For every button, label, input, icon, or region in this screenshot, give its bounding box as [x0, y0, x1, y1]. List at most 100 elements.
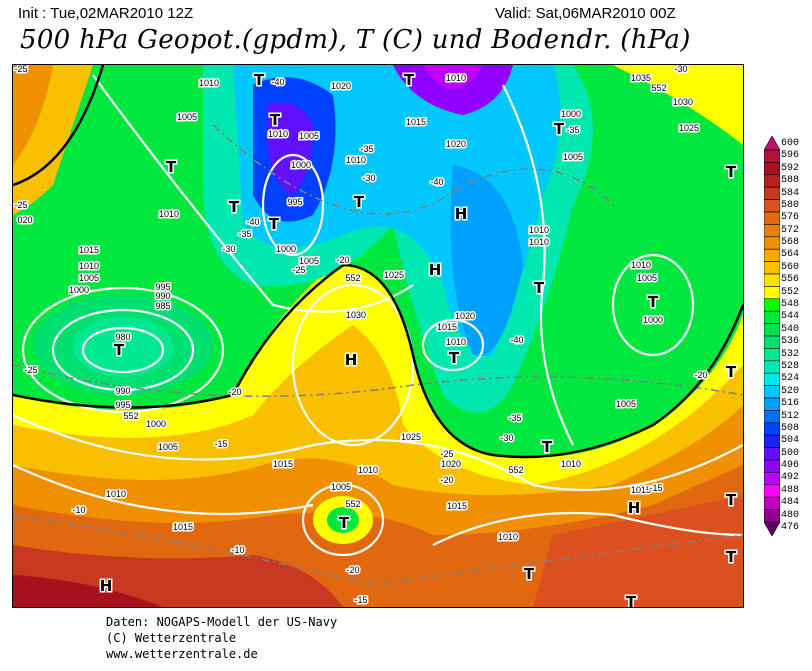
- legend-label: 528: [781, 360, 800, 372]
- contour-label: -40: [246, 217, 259, 227]
- contour-label: 1010: [346, 155, 366, 165]
- contour-label: -25: [24, 365, 37, 375]
- contour-label: 1005: [299, 131, 319, 141]
- legend-label: 592: [781, 162, 800, 174]
- contour-label: 1030: [673, 97, 693, 107]
- legend-label: 552: [781, 286, 800, 298]
- legend-label: 584: [781, 187, 800, 199]
- geopotential-fill: [13, 65, 743, 607]
- legend-label: 500: [781, 447, 800, 459]
- contour-label: 1010: [106, 489, 126, 499]
- low-pressure-marker: T: [726, 163, 737, 181]
- 552-contour: [13, 65, 743, 459]
- contour-label: 1010: [446, 337, 466, 347]
- contour-label: 1005: [331, 482, 351, 492]
- legend-swatch: [764, 298, 780, 312]
- isobars: [13, 74, 743, 557]
- contour-label: 1005: [563, 152, 583, 162]
- copyright: (C) Wetterzentrale: [106, 631, 237, 645]
- legend-swatch: [764, 149, 780, 163]
- legend-swatch: [764, 509, 780, 523]
- valid-time: Valid: Sat,06MAR2010 00Z: [495, 5, 676, 22]
- low-pressure-marker: T: [339, 514, 350, 532]
- low-pressure-marker: T: [524, 565, 535, 583]
- low-pressure-marker: T: [542, 438, 553, 456]
- legend-label: 548: [781, 299, 800, 311]
- contour-label: 1025: [679, 123, 699, 133]
- contour-label: 1010: [561, 459, 581, 469]
- high-pressure-marker: H: [429, 261, 442, 279]
- low-pressure-marker: T: [726, 363, 737, 381]
- isotherms: [13, 124, 743, 586]
- legend-swatch: [764, 372, 780, 386]
- legend-swatch: [764, 248, 780, 262]
- contour-label: 1010: [631, 260, 651, 270]
- low-pressure-marker: T: [229, 198, 240, 216]
- contour-label: -35: [508, 413, 521, 423]
- contour-label: 1000: [561, 109, 581, 119]
- legend-label: 496: [781, 460, 800, 472]
- contour-label: 1010: [446, 73, 466, 83]
- contour-label: -35: [238, 229, 251, 239]
- contour-label: -25: [440, 449, 453, 459]
- data-source: Daten: NOGAPS-Modell der US-Navy: [106, 615, 338, 629]
- contour-label: 552: [345, 273, 360, 283]
- contour-label: 1010: [529, 225, 549, 235]
- contour-label: 995: [287, 197, 302, 207]
- legend-label: 508: [781, 422, 800, 434]
- contour-label: 1005: [299, 256, 319, 266]
- legend-swatch: [764, 459, 780, 473]
- contour-label: 1005: [616, 399, 636, 409]
- contour-label: -25: [292, 265, 305, 275]
- contour-label: -40: [271, 77, 284, 87]
- contour-label: 990: [115, 386, 130, 396]
- contour-label: 1020: [331, 81, 351, 91]
- legend-swatch: [764, 472, 780, 486]
- legend-swatch: [764, 323, 780, 337]
- legend-label: 564: [781, 249, 800, 261]
- contour-label: 1005: [637, 273, 657, 283]
- legend-swatch: [764, 261, 780, 275]
- low-pressure-marker: T: [648, 293, 659, 311]
- contour-label: 1010: [529, 237, 549, 247]
- legend-swatch: [764, 224, 780, 238]
- contour-label: 1000: [69, 285, 89, 295]
- legend-swatch: [764, 397, 780, 411]
- legend-swatch: [764, 136, 780, 151]
- contour-label: -10: [231, 545, 244, 555]
- legend-label: 512: [781, 410, 800, 422]
- legend-label: 476: [781, 522, 800, 533]
- contour-label: 552: [508, 465, 523, 475]
- legend-label: 568: [781, 237, 800, 249]
- footer-credits: Daten: NOGAPS-Modell der US-Navy (C) Wet…: [106, 614, 337, 662]
- contour-label: 1010: [358, 465, 378, 475]
- contour-label: -20: [440, 475, 453, 485]
- low-pressure-marker: T: [626, 593, 637, 608]
- legend-label: 540: [781, 323, 800, 335]
- contour-label: 552: [123, 411, 138, 421]
- legend-label: 556: [781, 274, 800, 286]
- low-pressure-marker: T: [354, 193, 365, 211]
- legend-swatch: [764, 360, 780, 374]
- contour-label: -20: [694, 370, 707, 380]
- legend-label: 524: [781, 373, 800, 385]
- contour-label: 1035: [631, 73, 651, 83]
- contour-label: 1005: [79, 273, 99, 283]
- legend-swatch: [764, 286, 780, 300]
- legend-label: 492: [781, 472, 800, 484]
- contour-label: 1025: [384, 270, 404, 280]
- contour-label: -35: [566, 125, 579, 135]
- legend-swatch: [764, 422, 780, 436]
- low-pressure-marker: T: [554, 120, 565, 138]
- contour-label: 1025: [401, 432, 421, 442]
- contour-label: -15: [649, 483, 662, 493]
- legend-label: 572: [781, 224, 800, 236]
- legend-label: 488: [781, 484, 800, 496]
- low-pressure-marker: T: [269, 215, 280, 233]
- website-link[interactable]: www.wetterzentrale.de: [106, 647, 258, 661]
- legend-swatch: [764, 521, 780, 536]
- legend-label: 504: [781, 435, 800, 447]
- contour-label: -40: [510, 335, 523, 345]
- legend-label: 596: [781, 150, 800, 162]
